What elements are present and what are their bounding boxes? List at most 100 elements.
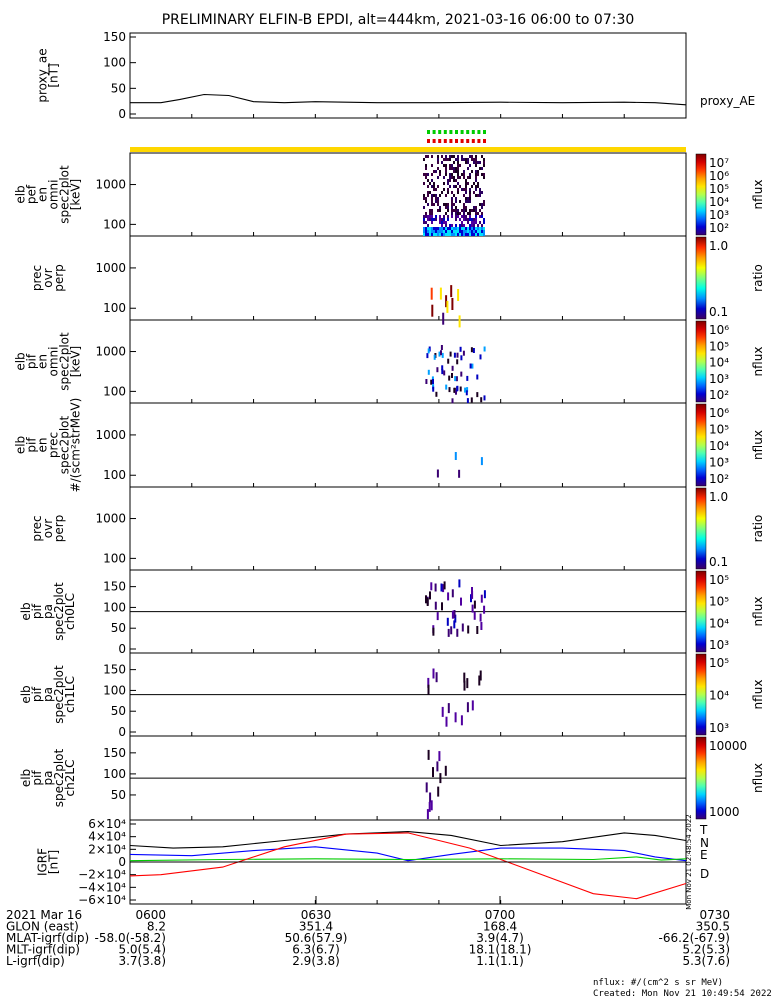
y-axis-label: [nT] bbox=[47, 850, 61, 874]
spectrogram-cell bbox=[439, 158, 441, 161]
green-mark bbox=[477, 130, 481, 134]
spectrogram-cell bbox=[473, 185, 475, 188]
y-tick-label: 100 bbox=[103, 767, 126, 781]
spectrogram-cell bbox=[429, 227, 431, 230]
spectrogram-cell bbox=[425, 194, 427, 197]
spectrogram-cell bbox=[441, 369, 444, 375]
spectrogram-cell bbox=[441, 182, 443, 185]
spectrogram-cell bbox=[439, 188, 441, 191]
spectrogram-cell bbox=[463, 170, 465, 173]
spectrogram-cell bbox=[471, 200, 473, 203]
footer-value: 3.7(3.8) bbox=[118, 954, 166, 968]
spectrogram-cell bbox=[427, 227, 429, 230]
spectrogram-cell bbox=[435, 158, 437, 161]
green-mark bbox=[427, 130, 430, 134]
spectrogram-cell bbox=[459, 200, 461, 203]
spectrogram-cell bbox=[449, 191, 451, 194]
spectrogram-cell bbox=[439, 200, 441, 203]
spectrogram-cell bbox=[443, 158, 445, 161]
spectrogram-cell bbox=[435, 161, 437, 164]
spectrogram-cell bbox=[473, 194, 475, 197]
spectrogram-cell bbox=[427, 191, 429, 194]
spectrogram-cell bbox=[449, 209, 451, 212]
y-tick-label: 1000 bbox=[95, 261, 126, 275]
spectrogram-cell bbox=[463, 218, 465, 221]
spectrogram-cell bbox=[467, 173, 469, 176]
spectrogram-cell bbox=[427, 209, 429, 212]
spectrogram-cell bbox=[483, 215, 485, 218]
green-mark bbox=[443, 130, 447, 134]
spectrogram-cell bbox=[467, 215, 469, 218]
spectrogram-cell bbox=[469, 179, 471, 182]
spectrogram-cell bbox=[467, 197, 469, 200]
spectrogram-cell bbox=[455, 161, 457, 164]
footer-value: 5.2(5.3) bbox=[682, 943, 730, 957]
y-tick-label: 2×10⁴ bbox=[88, 842, 126, 856]
spectrogram-cell bbox=[433, 233, 435, 236]
spectrogram-cell bbox=[479, 170, 481, 173]
spectrogram-cell bbox=[471, 212, 473, 215]
colorbar-tick-label: 0.1 bbox=[709, 555, 728, 569]
spectrogram-cell bbox=[459, 191, 461, 194]
spectrogram-cell bbox=[451, 230, 453, 233]
spectrogram-cell bbox=[447, 173, 449, 176]
spectrogram-cell bbox=[431, 376, 434, 382]
colorbar-tick-label: 10⁴ bbox=[709, 195, 729, 209]
spectrogram-cell bbox=[430, 379, 433, 385]
spectrogram-cell bbox=[447, 158, 449, 161]
spectrogram-cell bbox=[451, 197, 453, 200]
spectrogram-cell bbox=[457, 161, 459, 164]
y-axis-label: pif bbox=[30, 603, 44, 619]
spectrogram-cell bbox=[458, 315, 461, 328]
spectrogram-cell bbox=[427, 158, 429, 161]
spectrogram-cell bbox=[441, 188, 443, 191]
spectrogram-cell bbox=[429, 792, 432, 803]
spectrogram-cell bbox=[481, 215, 483, 218]
spectrogram-cell bbox=[453, 155, 455, 158]
spectrogram-cell bbox=[427, 182, 429, 185]
y-axis-label: ch0LC bbox=[63, 593, 77, 630]
spectrogram-cell bbox=[480, 397, 483, 403]
spectrogram-cell bbox=[423, 203, 425, 206]
spectrogram-cell bbox=[471, 604, 474, 613]
spectrogram-cell bbox=[433, 203, 435, 206]
panel-frame bbox=[129, 235, 687, 321]
spectrogram-cell bbox=[469, 161, 471, 164]
spectrogram-cell bbox=[457, 224, 459, 227]
colorbar-tick-label: 10⁴ bbox=[709, 356, 729, 370]
spectrogram-cell bbox=[483, 194, 485, 197]
spectrogram-cell bbox=[481, 203, 483, 206]
spectrogram-cell bbox=[447, 164, 449, 167]
spectrogram-cell bbox=[467, 188, 469, 191]
spectrogram-cell bbox=[455, 212, 457, 215]
spectrogram-cell bbox=[442, 584, 445, 593]
spectrogram-cell bbox=[423, 167, 425, 170]
spectrogram-cell bbox=[431, 224, 433, 227]
spectrogram-cell bbox=[464, 387, 467, 393]
spectrogram-cell bbox=[449, 170, 451, 173]
spectrogram-cell bbox=[431, 233, 433, 236]
spectrogram-cell bbox=[435, 188, 437, 191]
spectrogram-cell bbox=[443, 197, 445, 200]
spectrogram-cell bbox=[451, 167, 453, 170]
spectrogram-cell bbox=[441, 200, 443, 203]
spectrogram-cell bbox=[455, 194, 457, 197]
spectrogram-cell bbox=[471, 230, 473, 233]
spectrogram-cell bbox=[483, 590, 486, 599]
spectrogram-cell bbox=[433, 218, 435, 221]
y-tick-label: 0 bbox=[118, 855, 126, 869]
spectrogram-cell bbox=[473, 227, 475, 230]
spectrogram-cell bbox=[465, 209, 467, 212]
spectrogram-cell bbox=[450, 285, 453, 298]
spectrogram-cell bbox=[425, 233, 427, 236]
spectrogram-cell bbox=[455, 173, 457, 176]
footer-value: 351.4 bbox=[299, 920, 333, 934]
spectrogram-cell bbox=[463, 212, 465, 215]
y-tick-label: 100 bbox=[103, 468, 126, 482]
spectrogram-cell bbox=[475, 155, 477, 158]
spectrogram-cell bbox=[453, 206, 455, 209]
spectrogram-cell bbox=[469, 206, 471, 209]
spectrogram-cell bbox=[454, 376, 457, 382]
colorbar bbox=[695, 487, 707, 570]
